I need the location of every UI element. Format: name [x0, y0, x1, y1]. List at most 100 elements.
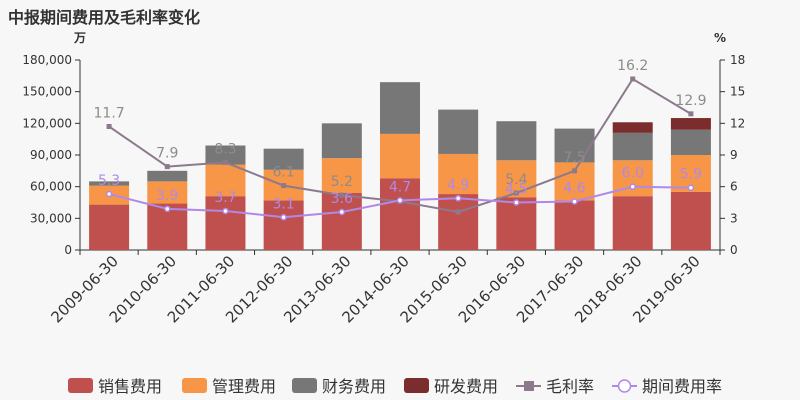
line-marker [338, 208, 346, 216]
data-label: 4.9 [447, 177, 469, 193]
right-tick-label: 3 [730, 211, 738, 225]
data-label: 7.9 [156, 146, 178, 162]
legend-label: 研发费用 [434, 377, 498, 396]
legend-swatch [182, 378, 207, 393]
chart-title: 中报期间费用及毛利率变化 [8, 8, 201, 27]
bar-segment [612, 122, 653, 133]
bar-segment [147, 170, 188, 182]
legend-marker [617, 379, 632, 393]
bar-segment [263, 200, 304, 250]
legend-item[interactable]: 期间费用率 [612, 377, 722, 396]
legend-swatch [292, 378, 317, 393]
data-label: 5.2 [331, 174, 353, 190]
legend-item[interactable]: 财务费用 [292, 377, 386, 396]
right-tick-label: 18 [730, 53, 745, 67]
bar-segment [321, 193, 362, 250]
bar-segment [321, 123, 362, 159]
bar-segment [205, 164, 246, 197]
legend-label: 财务费用 [322, 377, 386, 396]
bar-segment [612, 132, 653, 161]
bar-segment [554, 200, 595, 250]
line-marker [105, 190, 113, 198]
bar-segment [263, 148, 304, 170]
line-marker [339, 192, 345, 198]
legend-item[interactable]: 毛利率 [516, 377, 594, 396]
data-label: 6.0 [622, 166, 644, 182]
line-marker [222, 207, 229, 215]
line-marker [513, 190, 519, 196]
bar-segment [147, 181, 188, 204]
legend-item[interactable]: 管理费用 [182, 377, 276, 396]
data-label: 7.5 [563, 150, 585, 166]
bar-segment [438, 109, 479, 154]
legend-label: 期间费用率 [642, 377, 722, 396]
right-tick-label: 15 [730, 85, 745, 99]
line-marker [629, 183, 636, 190]
bar-segment [89, 204, 130, 250]
left-tick-label: 180,000 [22, 53, 72, 67]
legend-label: 毛利率 [546, 377, 594, 396]
right-tick-label: 0 [730, 243, 738, 257]
bar-segment [380, 82, 420, 134]
legend-label: 销售费用 [98, 377, 162, 396]
line-marker [572, 168, 578, 174]
line-marker [280, 214, 287, 221]
left-tick-label: 30,000 [30, 211, 72, 225]
legend-swatch [68, 378, 93, 393]
bar-segment [554, 128, 595, 163]
legend-swatch [404, 378, 429, 393]
data-label: 5.3 [98, 173, 120, 189]
left-tick-label: 150,000 [22, 85, 72, 99]
line-marker [396, 197, 404, 204]
left-tick-label: 0 [64, 243, 72, 257]
data-label: 3.1 [273, 196, 295, 212]
data-label: 6.1 [273, 165, 295, 181]
bar-segment [670, 191, 711, 250]
line-marker [630, 76, 636, 82]
bar-segment [496, 121, 537, 161]
line-marker [688, 111, 694, 117]
legend-label: 管理费用 [212, 377, 276, 396]
bar-segment [89, 181, 130, 186]
legend-group[interactable]: 销售费用 管理费用 财务费用 研发费用 毛利率 期间费用率 [68, 377, 722, 396]
line-marker [164, 164, 170, 170]
bar-segment [205, 145, 246, 165]
data-label: 4.6 [563, 180, 585, 196]
bar-segment [496, 197, 537, 250]
line-marker [281, 183, 287, 189]
bar-segment [670, 129, 711, 155]
bar-segment [205, 196, 246, 250]
data-label: 4.7 [389, 179, 411, 195]
right-tick-label: 6 [730, 180, 738, 194]
left-axis-unit: 万 [73, 31, 86, 45]
data-label: 8.3 [214, 141, 236, 157]
data-label: 5.9 [680, 167, 702, 183]
line-marker [455, 209, 461, 215]
right-axis-unit: % [714, 31, 726, 45]
data-label: 4.5 [505, 182, 527, 198]
legend-marker [524, 381, 534, 391]
data-label: 11.7 [94, 106, 125, 122]
right-tick-label: 9 [730, 148, 738, 162]
bar-segment [438, 194, 479, 250]
line-marker [454, 195, 462, 202]
bar-segment [380, 133, 420, 179]
left-tick-label: 90,000 [30, 148, 72, 162]
data-label: 16.2 [617, 58, 648, 74]
data-label: 3.6 [331, 191, 353, 207]
bar-segment [612, 196, 653, 250]
data-label: 3.7 [214, 190, 236, 206]
right-tick-label: 12 [730, 116, 745, 130]
line-marker [106, 124, 112, 129]
data-label: 5.4 [505, 172, 527, 188]
lines-group [105, 76, 695, 221]
legend-item[interactable]: 销售费用 [68, 377, 162, 396]
line-marker [571, 198, 578, 205]
bar-segment [380, 178, 420, 250]
labels-group: 11.7 7.9 8.3 6.1 5.2 5.4 7.5 16.2 12.9 5.3 3.9 3.7 3… [94, 58, 707, 212]
legend-item[interactable]: 研发费用 [404, 377, 498, 396]
line-marker [687, 184, 695, 191]
left-tick-label: 120,000 [22, 116, 72, 130]
left-tick-label: 60,000 [30, 180, 72, 194]
